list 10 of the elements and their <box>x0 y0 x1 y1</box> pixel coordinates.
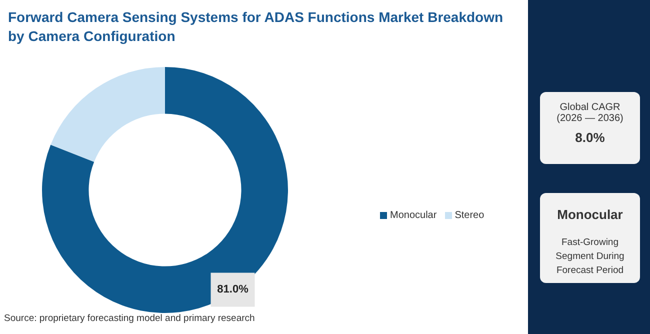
chart-title: Forward Camera Sensing Systems for ADAS Functions Market Breakdown by Camera Configuration <box>8 8 504 46</box>
text: 8.0% <box>574 130 606 145</box>
legend-label: Monocular <box>389 210 437 221</box>
text: Monocular <box>556 207 624 222</box>
legend-label: Stereo <box>454 210 484 221</box>
source-note: Source: proprietary forecasting model and primary research <box>4 313 255 324</box>
data-label: 81.0% <box>217 284 249 296</box>
text: Fast-Growing Segment During Forecast Period <box>554 236 626 278</box>
text: (2026 — 2036) <box>556 113 624 124</box>
text: Global CAGR <box>558 102 622 113</box>
